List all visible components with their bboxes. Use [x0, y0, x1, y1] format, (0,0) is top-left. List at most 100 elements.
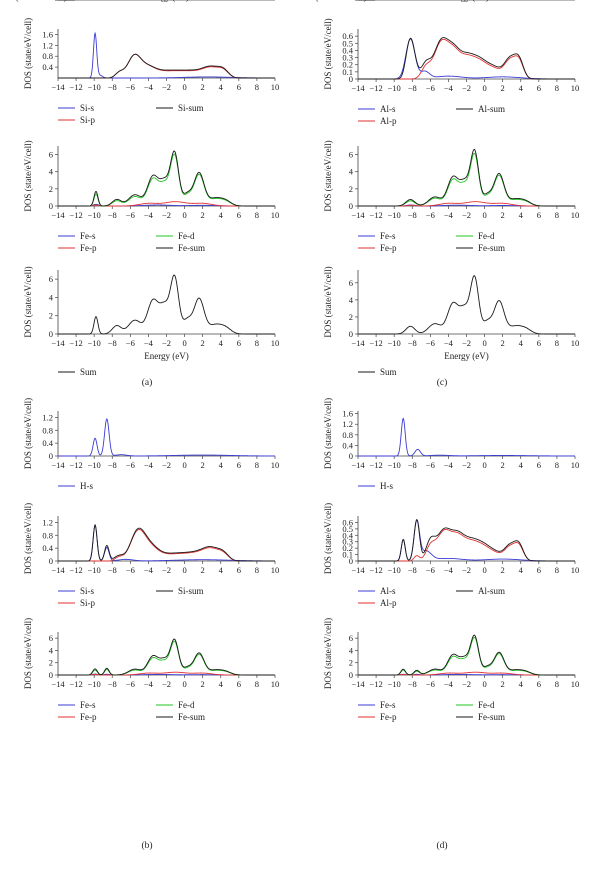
x-tick-label: 4 [519, 338, 524, 348]
y-tick-label: 0 [349, 0, 353, 2]
x-tick-label: 2 [201, 679, 205, 689]
x-tick-label: 2 [501, 83, 505, 93]
x-tick-label: 2 [201, 338, 205, 348]
series-line-sum [358, 275, 575, 335]
legend-label-fe-s: Fe-s [380, 231, 396, 241]
y-tick-label: 0.3 [342, 53, 353, 63]
y-tick-label: 0.4 [342, 440, 353, 450]
panel-label-a: (a) [142, 377, 153, 388]
dos-subplot-c-sum: −14 −12 −10 −8 −6 −4 −2 0 2 4 6 8 10 0 2 4 6 DOS (state/e… [323, 266, 579, 377]
x-tick-label: 10 [271, 460, 280, 470]
x-tick-label: 10 [271, 0, 280, 2]
x-tick-label: 2 [201, 460, 205, 470]
x-tick-label: −14 [51, 0, 65, 2]
x-tick-label: 8 [555, 338, 559, 348]
x-tick-label: 10 [271, 565, 280, 575]
x-tick-label: −6 [126, 460, 135, 470]
y-tick-label: 1.2 [42, 40, 53, 50]
x-tick-label: 0 [182, 338, 186, 348]
x-tick-label: 4 [519, 679, 524, 689]
y-axis-label: DOS (state/eV/cell) [323, 18, 333, 89]
x-tick-label: −6 [426, 679, 435, 689]
x-tick-label: 0 [182, 82, 186, 92]
y-tick-label: 4 [349, 645, 354, 655]
x-tick-label: −4 [444, 83, 454, 93]
series-line-al-p [358, 38, 575, 80]
x-tick-label: 2 [201, 210, 205, 220]
y-axis-label: DOS (state/eV/cell) [323, 618, 333, 689]
y-axis-label: DOS (state/eV/cell) [23, 266, 33, 337]
y-tick-label: 0 [349, 556, 353, 566]
y-tick-label: 2 [349, 0, 353, 2]
y-tick-label: 0.5 [342, 38, 353, 48]
x-tick-label: 6 [537, 565, 541, 575]
x-tick-label: 0 [482, 460, 486, 470]
y-tick-label: 0.4 [42, 543, 53, 553]
y-tick-label: 0 [49, 201, 53, 211]
x-tick-label: −2 [162, 338, 171, 348]
x-tick-label: −14 [51, 82, 65, 92]
x-tick-label: −6 [126, 565, 135, 575]
x-tick-label: −2 [462, 460, 471, 470]
x-tick-label: 6 [237, 565, 241, 575]
x-tick-label: 6 [237, 0, 241, 2]
series-line-fe-d [58, 153, 275, 207]
x-tick-label: 4 [219, 565, 224, 575]
x-tick-label: −2 [162, 210, 171, 220]
legend-label-al-s: Al-s [380, 104, 396, 114]
y-tick-label: 2 [49, 0, 53, 2]
dos-subplot-d-fe: −14 −12 −10 −8 −6 −4 −2 0 2 4 6 8 10 0 2 4 6 DOS (state/e… [323, 618, 579, 722]
series-line-al-s [358, 519, 575, 562]
x-tick-label: 8 [555, 679, 559, 689]
legend-label-si-p: Si-p [80, 115, 96, 125]
x-tick-label: −14 [351, 460, 365, 470]
panel-label-b: (b) [141, 840, 152, 851]
x-tick-label: −6 [126, 210, 135, 220]
x-tick-label: −10 [388, 0, 401, 2]
x-tick-label: −8 [408, 210, 417, 220]
legend-label-si-sum: Si-sum [178, 586, 204, 596]
x-tick-label: 8 [255, 679, 259, 689]
x-tick-label: −8 [108, 210, 117, 220]
y-tick-label: 1.2 [342, 419, 353, 429]
x-tick-label: 0 [182, 460, 186, 470]
series-line-al-sum [358, 518, 575, 562]
series-line-sum [58, 274, 275, 335]
x-tick-label: −10 [388, 679, 401, 689]
x-tick-label: −4 [444, 210, 454, 220]
y-axis-label: DOS (state/eV/cell) [323, 398, 333, 469]
x-tick-label: −8 [108, 679, 117, 689]
y-tick-label: 0.2 [342, 60, 353, 70]
x-tick-label: −14 [351, 565, 365, 575]
x-tick-label: 8 [255, 210, 259, 220]
x-tick-label: 4 [519, 0, 524, 2]
x-tick-label: 4 [519, 210, 524, 220]
x-tick-label: −4 [444, 0, 454, 2]
x-tick-label: −8 [408, 83, 417, 93]
y-axis-label: DOS (state/eV/cell) [23, 503, 33, 574]
legend-label-fe-d: Fe-d [478, 700, 495, 710]
x-tick-label: 10 [571, 83, 580, 93]
x-tick-label: 0 [482, 679, 486, 689]
legend-label-fe-d: Fe-d [478, 231, 495, 241]
legend-label-sum: Sum [380, 0, 397, 2]
legend-label-fe-sum: Fe-sum [478, 712, 505, 722]
legend-label-fe-d: Fe-d [178, 700, 195, 710]
x-tick-label: −14 [51, 338, 65, 348]
x-tick-label: −14 [351, 338, 365, 348]
dos-subplot-c-al: −14 −12 −10 −8 −6 −4 −2 0 2 4 6 8 1000.10.20.30.40.5… [323, 18, 579, 126]
x-tick-label: −12 [69, 0, 82, 2]
x-tick-label: −6 [126, 679, 135, 689]
y-tick-label: 0.8 [342, 430, 353, 440]
series-line-si-s [58, 31, 275, 79]
x-tick-label: 10 [571, 210, 580, 220]
x-tick-label: 6 [237, 460, 241, 470]
x-tick-label: −12 [69, 338, 82, 348]
series-line-fe-sum [58, 638, 275, 676]
dos-subplot-a-si: −14 −12 −10 −8 −6 −4 −2 0 2 4 6 8 10 0.40.81.21.6 DOS … [23, 18, 279, 125]
x-tick-label: 2 [501, 460, 505, 470]
y-tick-label: 6 [49, 274, 53, 284]
x-tick-label: 4 [519, 460, 524, 470]
